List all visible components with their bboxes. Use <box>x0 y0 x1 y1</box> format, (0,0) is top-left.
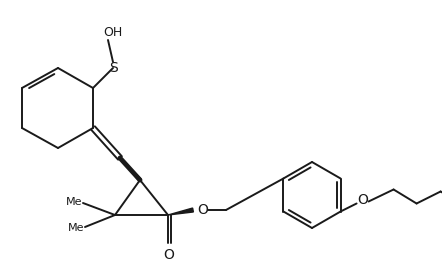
Polygon shape <box>120 158 141 181</box>
Text: Me: Me <box>68 223 84 233</box>
Text: O: O <box>357 192 368 207</box>
Text: Me: Me <box>65 197 82 207</box>
Polygon shape <box>168 208 194 215</box>
Text: OH: OH <box>103 27 122 40</box>
Text: O: O <box>164 248 175 262</box>
Text: O: O <box>198 203 209 217</box>
Text: S: S <box>109 61 118 75</box>
